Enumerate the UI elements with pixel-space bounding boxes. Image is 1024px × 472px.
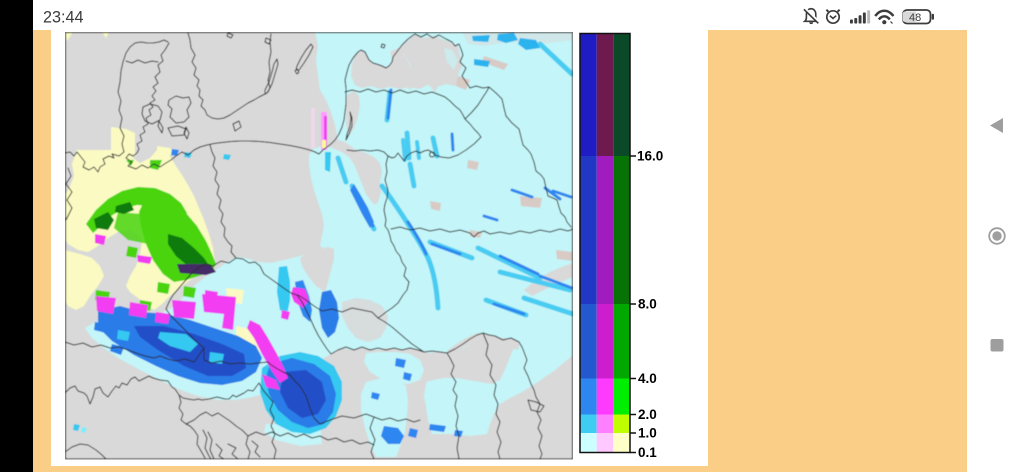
svg-text:8.0: 8.0 [638, 297, 657, 312]
svg-text:0.1: 0.1 [638, 445, 657, 460]
svg-text:23:44: 23:44 [43, 8, 84, 26]
svg-text:1.0: 1.0 [638, 426, 657, 441]
svg-text:2.0: 2.0 [638, 407, 657, 422]
svg-text:48: 48 [909, 12, 921, 24]
svg-text:4.0: 4.0 [638, 371, 657, 386]
svg-text:16.0: 16.0 [637, 149, 663, 164]
